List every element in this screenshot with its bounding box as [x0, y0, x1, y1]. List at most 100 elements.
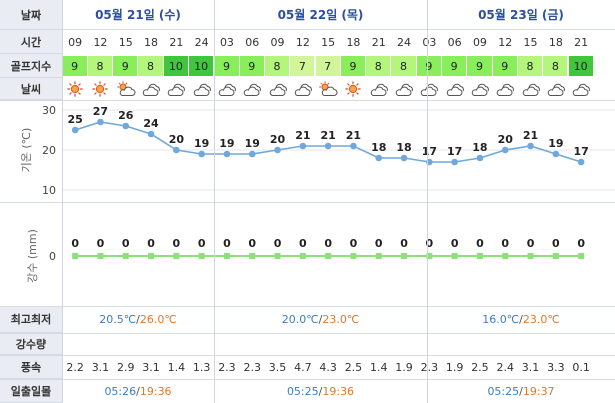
- temperature-label: 24: [143, 117, 159, 130]
- temperature-label: 19: [194, 137, 209, 150]
- precipitation-point: [350, 253, 357, 259]
- precipitation-label: 0: [552, 237, 560, 250]
- max-temp: 26.0℃: [139, 313, 177, 326]
- wind-cell: 1.9: [445, 360, 464, 374]
- partly-cloudy-icon: [316, 78, 341, 100]
- golf-index-cell: 9: [467, 56, 493, 76]
- y-tick-label: 10: [42, 184, 56, 197]
- wind-cell: 2.2: [66, 360, 84, 374]
- row-label-date: 날짜: [0, 0, 62, 30]
- y-tick-label: 30: [42, 104, 56, 117]
- hour-cell: 03: [422, 35, 437, 49]
- temperature-point: [274, 146, 281, 154]
- temperature-label: 17: [422, 145, 437, 158]
- row-label-sun: 일출일몰: [0, 379, 62, 403]
- temperature-label: 17: [573, 145, 588, 158]
- precipitation-label: 0: [223, 237, 231, 250]
- precipitation-point: [148, 253, 155, 259]
- wind-cell: 2.3: [243, 360, 261, 374]
- temperature-label: 21: [295, 129, 310, 142]
- temperature-point: [122, 122, 130, 130]
- row-label-weather: 날씨: [0, 78, 62, 100]
- divider: [0, 306, 615, 307]
- min-temp: 16.0℃: [482, 313, 520, 326]
- row-label-wind: 풍속: [0, 355, 62, 379]
- wind-cell: 2.5: [344, 360, 363, 374]
- temperature-axis-title: 기온 (℃): [20, 127, 33, 173]
- precipitation-label: 0: [577, 237, 585, 250]
- cloudy-icon: [543, 78, 568, 100]
- temperature-point: [552, 150, 560, 158]
- temperature-point: [577, 158, 585, 166]
- precipitation-label: 0: [248, 237, 256, 250]
- sunny-icon: [88, 78, 113, 100]
- precipitation-label: 0: [71, 237, 79, 250]
- temperature-point: [147, 130, 155, 138]
- chart-label-column: [0, 100, 62, 306]
- max-temp: 23.0℃: [322, 313, 360, 326]
- wind-cell: 2.3: [218, 360, 236, 374]
- precipitation-label: 0: [527, 237, 535, 250]
- precipitation-label: 0: [476, 237, 484, 250]
- sun-separator: /: [318, 384, 323, 398]
- hour-cell: 18: [346, 35, 361, 49]
- cloudy-icon: [164, 78, 189, 100]
- temperature-label: 26: [118, 109, 134, 122]
- cloudy-icon: [417, 78, 442, 100]
- cloudy-icon: [240, 78, 265, 100]
- cloudy-icon: [265, 78, 290, 100]
- precipitation-point: [274, 253, 281, 259]
- sun-separator: /: [136, 384, 140, 398]
- precipitation-point: [578, 253, 585, 259]
- min-temp: 20.0℃: [281, 313, 319, 326]
- precipitation-label: 0: [451, 237, 459, 250]
- precipitation-point: [552, 253, 559, 259]
- golf-index-cell: 10: [163, 56, 189, 76]
- sun-separator: /: [519, 384, 523, 398]
- minmax-separator: /: [519, 313, 523, 326]
- hour-cell: 18: [548, 35, 563, 49]
- precipitation-label: 0: [198, 237, 206, 250]
- precipitation-point: [527, 253, 534, 259]
- temperature-point: [527, 142, 534, 150]
- temperature-label: 18: [371, 141, 386, 154]
- hour-cell: 12: [498, 35, 513, 49]
- wind-cell: 3.1: [142, 360, 160, 374]
- temperature-point: [375, 154, 383, 162]
- cloudy-icon: [442, 78, 467, 100]
- temperature-point: [248, 150, 256, 158]
- wind-cell: 1.3: [192, 360, 211, 374]
- day-divider: [427, 0, 428, 403]
- golf-index-cell: 8: [391, 56, 417, 76]
- precipitation-label: 0: [350, 237, 358, 250]
- hour-cell: 06: [447, 35, 462, 49]
- sunset-time: 19:37: [522, 384, 555, 398]
- precipitation-chart: 0 0 0 0 0 0 0 0 0 0 0 0 0 0 0 0 0 0 0 0 0 0: [49, 237, 585, 263]
- golf-index-cell: 9: [239, 56, 265, 76]
- wind-cell: 1.4: [369, 360, 388, 374]
- precipitation-label: 0: [274, 237, 282, 250]
- golf-index-cell: 9: [340, 56, 367, 76]
- temperature-point: [476, 154, 484, 162]
- hour-cell: 12: [295, 35, 310, 49]
- precipitation-label: 0: [324, 237, 332, 250]
- hour-cell: 09: [68, 35, 83, 49]
- precipitation-point: [476, 253, 483, 259]
- golf-index-cell: 9: [442, 56, 468, 76]
- cloudy-icon: [138, 78, 163, 100]
- temperature-label: 19: [219, 137, 234, 150]
- minmax-day-1: 20.5℃/26.0℃: [62, 306, 214, 333]
- cloudy-icon: [290, 78, 315, 100]
- day-header-3: 05월 23일 (금): [427, 0, 615, 30]
- sunny-icon: [63, 78, 88, 100]
- cloudy-icon: [214, 78, 239, 100]
- golf-index-cell: 8: [87, 56, 114, 76]
- column-divider: [62, 0, 63, 403]
- golf-index-cell: 8: [366, 56, 392, 76]
- sunrise-time: 05:26: [104, 384, 137, 398]
- precipitation-point: [122, 253, 129, 259]
- temperature-point: [350, 142, 357, 150]
- wind-cell: 3.3: [547, 360, 565, 374]
- precipitation-point: [173, 253, 180, 259]
- hour-cell: 15: [523, 35, 538, 49]
